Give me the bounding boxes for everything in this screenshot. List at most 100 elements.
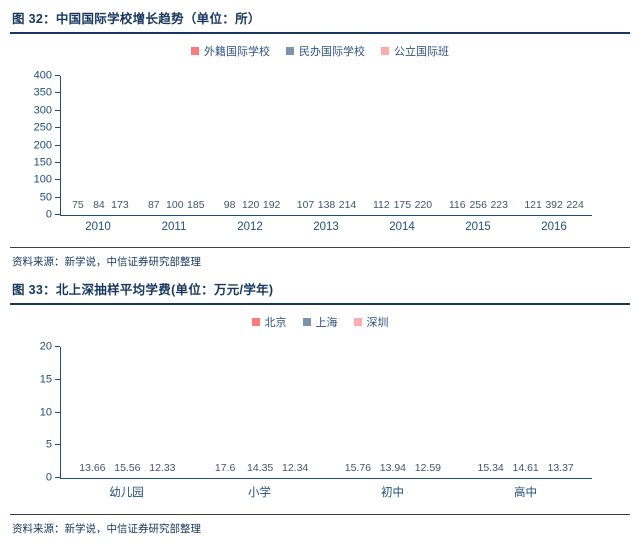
y-axis-tick-mark [54,196,60,198]
bar-data-label: 185 [187,199,205,211]
bar-data-label: 173 [111,199,129,211]
y-axis-tick-mark [54,127,60,129]
bar-data-label: 224 [566,199,584,211]
x-axis-category-label: 初中 [381,487,404,499]
figure-32-source: 资料来源：新学说，中信证券研究部整理 [10,247,630,276]
legend-item: 上海 [302,314,338,330]
legend-series-label: 公立国际班 [394,46,449,58]
y-axis-tick-mark [54,378,60,380]
bar-data-label: 120 [241,199,260,211]
y-axis-tick-label: 15 [39,373,52,386]
bar-data-label: 84 [93,199,105,211]
figure-33: 图 33：北上深抽样平均学费(单位：万元/学年) 北京 上海 深圳 0 5 10 15 20 1… [10,276,630,543]
bar-data-label: 12.33 [149,462,176,474]
y-axis-tick-label: 200 [33,139,52,151]
plot-wrap: 0 5 10 15 20 13.66 15.56 12.33 17.6 14.35 12.34 15.… [40,341,592,500]
bar-data-label: 15.76 [344,462,372,474]
y-axis-tick-label: 50 [39,191,52,204]
chart-international-school-growth: 外籍国际学校 民办国际学校 公立国际班 0 50 100 150 200 250 300 350 40… [10,44,630,233]
plot-area: 0 50 100 150 200 250 300 350 400 75 84 173 87 100 185 9… [34,70,592,220]
y-axis-tick-label: 150 [33,156,52,169]
bar-data-label: 256 [469,199,487,211]
legend-series-label: 深圳 [366,317,389,329]
y-axis-tick-mark [54,109,60,111]
legend-series-label: 外籍国际学校 [204,46,270,58]
chart-average-tuition: 北京 上海 深圳 0 5 10 15 20 13.66 15.56 12.33 17.6 14.35 12… [10,315,630,500]
x-axis-category-label: 2015 [465,221,491,233]
bar-data-label: 223 [490,199,508,211]
y-axis-tick-label: 250 [33,121,52,134]
bar-groups: 75 84 173 87 100 185 98 120 192 107 138 214 112 175 22… [61,76,592,215]
bar-data-label: 12.59 [414,462,442,474]
bar-data-label: 112 [372,199,390,211]
bar-data-label: 121 [524,199,542,211]
bar-data-label: 175 [393,199,412,211]
legend-swatch-icon [353,318,362,326]
chart-legend: 北京 上海 深圳 [10,315,630,329]
y-axis-tick-label: 0 [45,471,52,484]
bar-data-label: 15.56 [114,462,141,474]
bar-data-label: 17.6 [214,462,236,474]
legend-item: 北京 [251,314,287,330]
bar-data-label: 138 [317,199,336,211]
bar-groups: 13.66 15.56 12.33 17.6 14.35 12.34 15.76 13.94 1… [61,347,592,478]
legend-series-label: 北京 [264,317,287,329]
y-axis-tick-label: 300 [33,104,52,117]
y-axis-tick-mark [54,161,60,163]
legend-item: 深圳 [353,314,389,330]
bar-data-label: 98 [223,199,236,211]
legend-swatch-icon [286,47,294,55]
x-axis-labels: 2010 2011 2012 2013 2014 2015 2016 [60,221,592,233]
y-axis-tick-mark [54,346,60,347]
y-axis-tick-mark [54,144,60,146]
figure-32-title: 图 32：中国国际学校增长趋势（单位：所） [10,5,630,34]
bar-data-label: 392 [545,199,563,211]
bar-data-label: 13.37 [547,462,574,474]
legend-swatch-icon [302,318,311,326]
legend-swatch-icon [381,47,389,55]
y-axis-tick-mark [54,214,60,215]
y-axis-tick-mark [54,92,60,94]
legend-item: 民办国际学校 [286,43,365,59]
bar-data-label: 87 [147,199,160,211]
y-axis-tick-label: 400 [33,69,52,82]
bar-data-label: 14.35 [246,462,274,474]
figure-32: 图 32：中国国际学校增长趋势（单位：所） 外籍国际学校 民办国际学校 公立国际班 0… [10,5,630,276]
bar-data-label: 192 [262,199,281,211]
bar-data-label: 14.61 [512,462,539,474]
y-axis-tick-mark [54,444,60,446]
legend-swatch-icon [251,318,260,326]
legend-swatch-icon [191,47,199,55]
chart-legend: 外籍国际学校 民办国际学校 公立国际班 [10,44,630,58]
x-axis-category-label: 2012 [237,221,263,233]
legend-item: 外籍国际学校 [191,43,270,59]
legend-item: 公立国际班 [381,43,449,59]
x-axis-category-label: 2010 [85,221,111,233]
y-axis-tick-mark [54,179,60,181]
figure-33-source: 资料来源：新学说，中信证券研究部整理 [10,514,630,543]
y-axis-tick-label: 10 [39,406,52,418]
bar-data-label: 75 [72,199,84,211]
x-axis-category-label: 2014 [389,221,415,233]
figure-33-title: 图 33：北上深抽样平均学费(单位：万元/学年) [10,276,630,305]
y-axis-tick-label: 5 [45,438,52,451]
plot-wrap: 0 50 100 150 200 250 300 350 400 75 84 173 87 100 185 9… [34,70,592,233]
x-axis-labels: 幼儿园 小学 初中 高中 [60,484,592,500]
y-axis-tick-label: 100 [33,173,52,186]
bar-data-label: 214 [338,199,357,211]
bar-data-label: 15.34 [477,462,504,474]
bar-data-label: 100 [166,199,184,211]
x-axis-category-label: 2013 [313,221,339,233]
x-axis-category-label: 高中 [514,487,537,499]
bar-data-label: 12.34 [281,462,309,474]
bar-data-label: 13.94 [379,462,407,474]
y-axis-tick-label: 20 [39,340,52,353]
y-axis-tick-mark [54,477,60,478]
x-axis-category-label: 2016 [541,221,567,233]
bar-data-label: 13.66 [79,462,106,474]
y-axis-tick-label: 350 [33,86,52,99]
bar-data-label: 107 [296,199,315,211]
y-axis-tick-mark [54,75,60,76]
x-axis-category-label: 2011 [161,221,187,233]
